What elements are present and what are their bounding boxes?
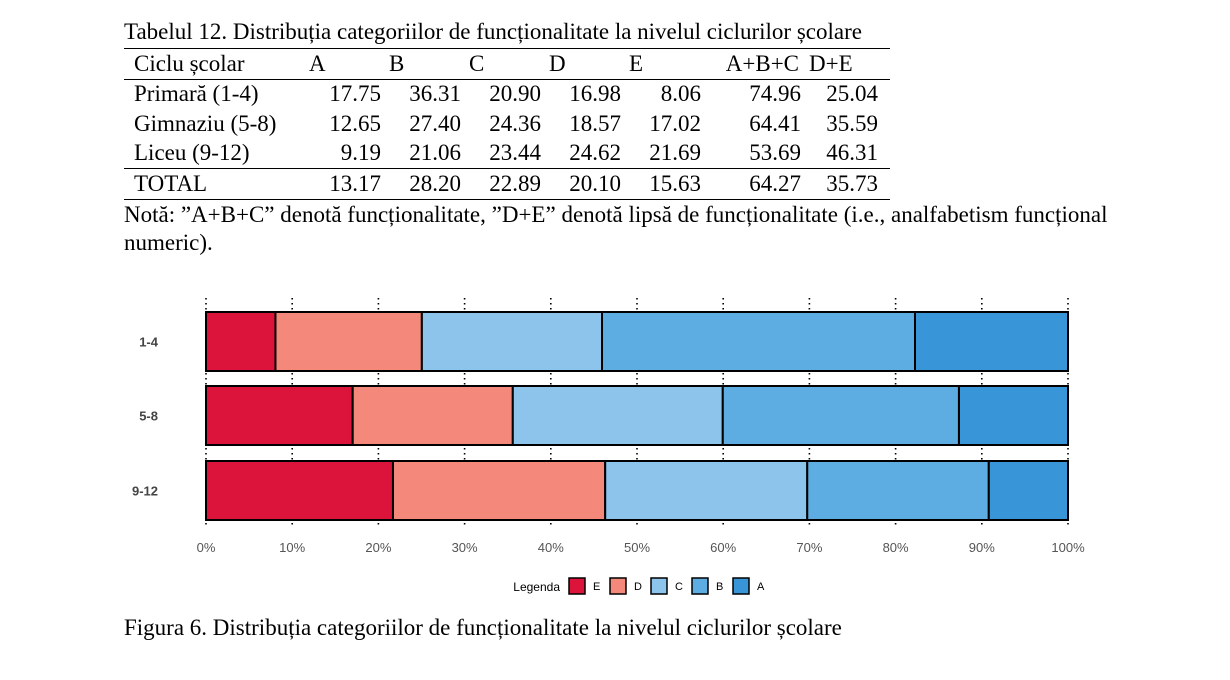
x-tick-label: 30% — [452, 540, 478, 555]
bar-segment-d — [274, 311, 423, 372]
x-tick-label: 50% — [624, 540, 650, 555]
legend-title: Legenda — [513, 580, 560, 594]
table-cell: 12.65 — [329, 110, 381, 136]
bar-segment-e — [205, 385, 354, 446]
table-cell: 74.96 — [749, 81, 801, 107]
table-cell: 15.63 — [629, 168, 709, 200]
table-cell: 35.59 — [826, 110, 878, 136]
table-cell: 36.31 — [409, 81, 461, 107]
header-abc: A+B+C — [709, 48, 809, 80]
bar-segment-b — [601, 311, 916, 372]
table-cell: 64.41 — [749, 110, 801, 136]
table-row-total: TOTAL 13.17 28.20 22.89 20.10 15.63 64.2… — [124, 168, 890, 200]
bar-segment-a — [913, 311, 1069, 372]
table-cell: 46.31 — [826, 140, 878, 166]
header-ciclu: Ciclu școlar — [124, 48, 309, 80]
table-cell: 20.10 — [549, 168, 629, 200]
stacked-bar-chart: 1-4 5-8 9-12 0% 10% 20% 30% 40% 50% 60% 70% 80% 90% 1… — [132, 298, 1085, 595]
bar-segment-c — [511, 385, 724, 446]
bar-segment-a — [957, 385, 1069, 446]
table-cell: 20.90 — [489, 81, 541, 107]
table-cell: TOTAL — [124, 168, 309, 200]
table-cell: 22.89 — [469, 168, 549, 200]
table-cell: 53.69 — [749, 140, 801, 166]
bar-segment-c — [420, 311, 604, 372]
bar-segment-e — [205, 311, 277, 372]
table-cell: 23.44 — [489, 140, 541, 166]
table-cell: 27.40 — [409, 110, 461, 136]
bar-segment-e — [205, 460, 394, 521]
table-cell: 21.06 — [409, 140, 461, 166]
figure-caption: Figura 6. Distribuția categoriilor de fu… — [124, 615, 842, 640]
table-cell: 24.36 — [489, 110, 541, 136]
table-cell: 24.62 — [569, 140, 621, 166]
header-c: C — [469, 48, 549, 80]
legend-label: B — [716, 581, 723, 593]
header-de: D+E — [809, 48, 890, 80]
table-row: Gimnaziu (5-8) 12.65 27.40 24.36 18.57 1… — [124, 109, 890, 139]
table-cell: 25.04 — [826, 81, 878, 107]
table-cell: 16.98 — [569, 81, 621, 107]
y-tick-label: 1-4 — [139, 335, 159, 350]
header-e: E — [629, 48, 709, 80]
legend-label: C — [675, 581, 683, 593]
legend-swatch-a — [732, 577, 750, 595]
legend-label: D — [634, 581, 642, 593]
y-tick-label: 9-12 — [132, 484, 158, 499]
table-cell: 17.02 — [649, 110, 701, 136]
table-cell: 18.57 — [569, 110, 621, 136]
bar-segment-d — [391, 460, 607, 521]
data-table: Ciclu școlar A B C D E A+B+C D+E Primară… — [124, 48, 890, 200]
legend-swatch-c — [650, 577, 668, 595]
table-cell: Gimnaziu (5-8) — [134, 110, 277, 136]
table-note: Notă: ”A+B+C” denotă funcționalitate, ”D… — [124, 202, 1108, 255]
legend-label: E — [593, 581, 600, 593]
table-header-row: Ciclu școlar A B C D E A+B+C D+E — [124, 48, 890, 80]
x-tick-label: 80% — [883, 540, 909, 555]
header-a: A — [309, 48, 389, 80]
table-caption: Tabelul 12. Distribuția categoriilor de … — [124, 19, 862, 44]
x-tick-label: 60% — [710, 540, 736, 555]
table-cell: 35.73 — [809, 168, 890, 200]
header-b: B — [389, 48, 469, 80]
bar-segment-b — [721, 385, 960, 446]
table-cell: 28.20 — [389, 168, 469, 200]
y-tick-label: 5-8 — [139, 409, 158, 424]
table-cell: 21.69 — [649, 140, 701, 166]
legend-label: A — [757, 581, 765, 593]
header-d: D — [549, 48, 629, 80]
bar-segment-b — [806, 460, 990, 521]
table-row: Primară (1-4) 17.75 36.31 20.90 16.98 8.… — [124, 79, 890, 109]
x-tick-label: 20% — [365, 540, 391, 555]
bar-segment-a — [987, 460, 1070, 521]
x-tick-label: 10% — [279, 540, 305, 555]
legend-swatch-b — [691, 577, 709, 595]
legend-swatch-d — [609, 577, 627, 595]
x-tick-label: 100% — [1051, 540, 1085, 555]
legend-swatch-e — [568, 577, 586, 595]
table-cell: Liceu (9-12) — [134, 140, 250, 166]
table-cell: 13.17 — [309, 168, 389, 200]
table-cell: 8.06 — [660, 81, 701, 107]
table-cell: 17.75 — [329, 81, 381, 107]
table-cell: 9.19 — [340, 140, 381, 166]
x-tick-label: 70% — [796, 540, 822, 555]
x-tick-label: 40% — [538, 540, 564, 555]
table-row: Liceu (9-12) 9.19 21.06 23.44 24.62 21.6… — [124, 139, 890, 169]
x-tick-label: 0% — [197, 540, 216, 555]
bar-segment-c — [604, 460, 809, 521]
table-cell: Primară (1-4) — [134, 81, 259, 107]
bar-segment-d — [351, 385, 514, 446]
x-tick-label: 90% — [969, 540, 995, 555]
table-cell: 64.27 — [709, 168, 809, 200]
